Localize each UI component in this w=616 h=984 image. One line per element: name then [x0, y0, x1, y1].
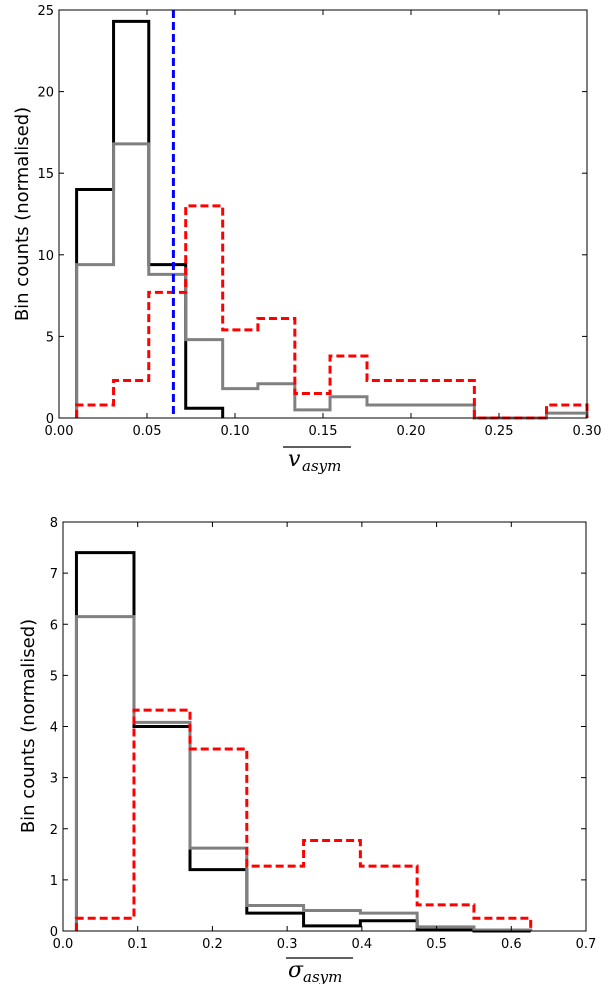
bottom-plot-area — [74, 551, 533, 933]
top-x-tick-label: 0.00 — [45, 424, 74, 439]
top-y-tick-label: 25 — [37, 4, 54, 19]
bottom-y-tick-label: 3 — [50, 772, 58, 787]
bottom-y-tick-label: 1 — [50, 874, 58, 889]
bottom-x-ticks: 0.0 0.1 0.2 0.3 0.4 0.5 0.6 0.7 — [53, 522, 597, 952]
top-y-tick-label: 20 — [37, 86, 54, 101]
top-x-label-sub: asym — [302, 457, 341, 475]
top-y-tick-label: 15 — [37, 167, 54, 182]
bottom-x-tick-label: 0.7 — [576, 937, 597, 952]
top-x-tick-label: 0.25 — [485, 424, 514, 439]
bottom-x-label-main: σ — [288, 958, 304, 983]
top-x-tick-label: 0.30 — [573, 424, 602, 439]
top-y-tick-label: 5 — [46, 330, 54, 345]
top-y-tick-label: 0 — [46, 412, 54, 427]
bottom-x-tick-label: 0.1 — [127, 937, 148, 952]
top-plot-area — [75, 10, 589, 420]
bottom-y-tick-label: 4 — [50, 721, 58, 736]
bottom-series-1-line — [74, 551, 531, 933]
bottom-y-tick-label: 6 — [50, 618, 58, 633]
bottom-series-3-line — [74, 708, 533, 931]
bottom-y-axis-label: Bin counts (normalised) — [18, 619, 39, 833]
top-x-tick-label: 0.10 — [221, 424, 250, 439]
top-x-tick-label: 0.15 — [309, 424, 338, 439]
bottom-panel: 0.0 0.1 0.2 0.3 0.4 0.5 0.6 0.7 0 1 2 3 4 5 6 7 8 Bin c… — [18, 516, 596, 984]
bottom-y-tick-label: 7 — [50, 567, 58, 582]
top-axes-frame — [58, 9, 588, 419]
bottom-x-tick-label: 0.0 — [53, 937, 74, 952]
top-x-ticks: 0.00 0.05 0.10 0.15 0.20 0.25 0.30 — [45, 10, 602, 439]
top-y-ticks: 0 5 10 15 20 25 — [37, 4, 587, 427]
bottom-x-tick-label: 0.3 — [277, 937, 298, 952]
bottom-x-tick-label: 0.6 — [501, 937, 522, 952]
top-panel: 0.00 0.05 0.10 0.15 0.20 0.25 0.30 0510152025 … — [12, 4, 601, 475]
bottom-y-ticks: 0 1 2 3 4 5 6 7 8 — [50, 516, 586, 940]
top-series-2-line — [75, 142, 589, 420]
top-series-3-line — [75, 204, 589, 420]
top-y-axis-label: Bin counts (normalised) — [12, 107, 33, 321]
bottom-y-tick-label: 8 — [50, 516, 58, 531]
bottom-y-tick-label: 2 — [50, 823, 58, 838]
bottom-y-tick-label: 5 — [50, 669, 58, 684]
bottom-x-tick-label: 0.5 — [426, 937, 447, 952]
bottom-x-label-sub: asym — [303, 968, 342, 984]
bottom-x-axis-label: σ asym — [286, 957, 353, 984]
top-x-label-main: v — [288, 447, 301, 472]
top-x-tick-label: 0.05 — [133, 424, 162, 439]
bottom-y-tick-label: 0 — [50, 925, 58, 940]
bottom-x-tick-label: 0.4 — [352, 937, 373, 952]
top-y-tick-label: 10 — [37, 249, 54, 264]
bottom-x-tick-label: 0.2 — [202, 937, 223, 952]
bottom-series-2-line — [74, 615, 533, 932]
top-x-tick-label: 0.20 — [397, 424, 426, 439]
top-x-axis-label: v asym — [283, 446, 351, 475]
